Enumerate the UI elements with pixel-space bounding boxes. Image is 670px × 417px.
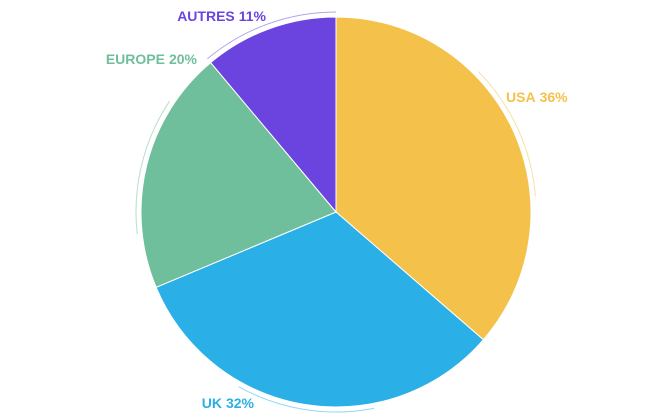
slice-value-label: 36% — [540, 89, 569, 105]
slice-label: AUTRES 11% — [177, 8, 266, 24]
slice-category: USA — [506, 89, 536, 105]
slice-category: EUROPE — [106, 51, 165, 67]
pie-slice — [209, 16, 337, 214]
slice-value-label: 11% — [239, 8, 267, 24]
slice-value-label: 20% — [169, 51, 198, 67]
pie-slice — [140, 61, 337, 288]
leader-arc — [478, 71, 536, 197]
pie-slice — [155, 211, 485, 408]
leader-arc — [238, 386, 375, 413]
slice-category: AUTRES — [177, 8, 235, 24]
slice-category: UK — [202, 395, 222, 411]
leader-arc — [135, 100, 171, 235]
slice-label: UK 32% — [202, 395, 255, 411]
leader-arc — [207, 11, 337, 60]
slice-label: EUROPE 20% — [106, 51, 198, 67]
pie-slice — [335, 16, 532, 341]
slice-label: USA 36% — [506, 89, 568, 105]
slice-value-label: 32% — [226, 395, 255, 411]
